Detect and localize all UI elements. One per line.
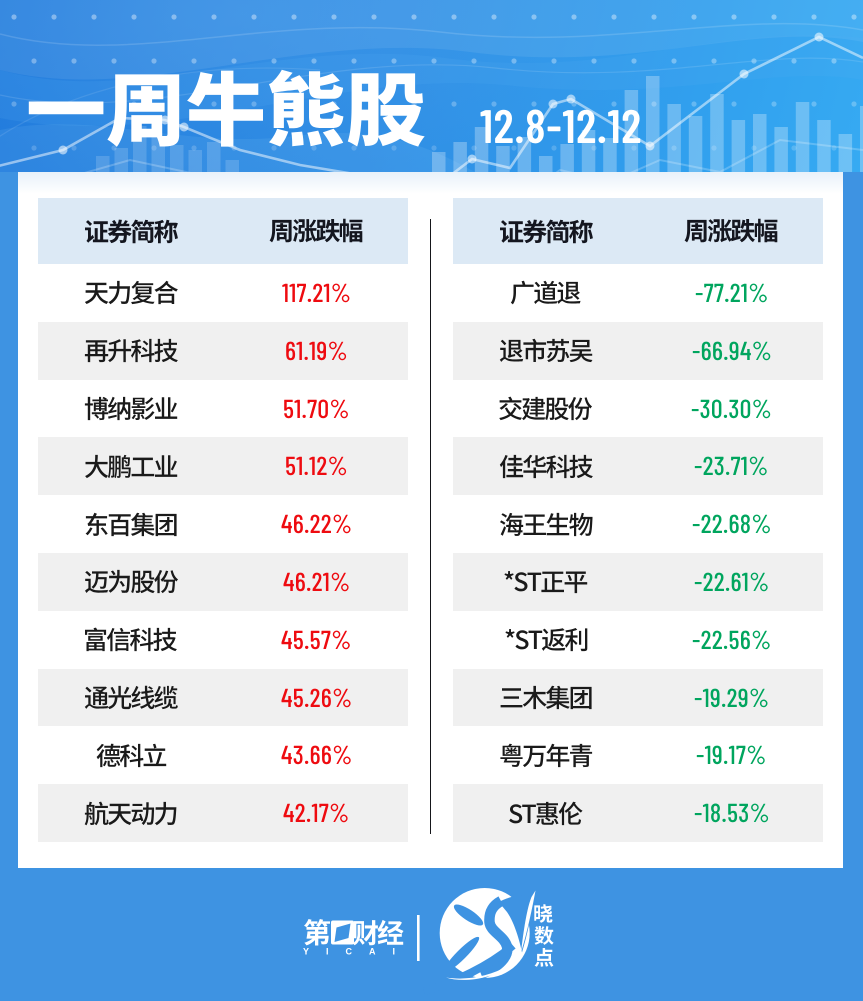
svg-text:YICAI: YICAI (303, 947, 412, 957)
